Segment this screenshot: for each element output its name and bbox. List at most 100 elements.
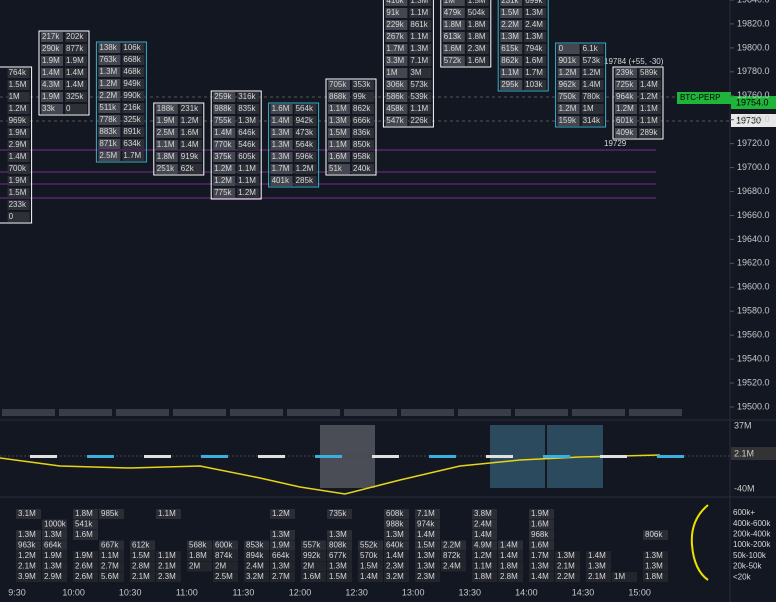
table-volume: 612k — [132, 541, 150, 550]
cluster-cell — [442, 32, 465, 42]
volume-bar — [173, 409, 226, 416]
cluster-cell — [122, 139, 145, 149]
cluster-volume: 862k — [501, 56, 519, 65]
volume-bar — [59, 409, 112, 416]
delta-bar — [315, 455, 342, 458]
cluster-volume: 1.7M — [123, 151, 141, 160]
cluster-volume: 1.1M — [410, 8, 428, 17]
table-volume: 1.3M — [588, 562, 606, 571]
table-volume: 541k — [75, 520, 93, 529]
cluster-volume: 91k — [386, 8, 400, 17]
cluster-cell — [409, 116, 432, 126]
cluster-volume: 1.2M — [9, 104, 27, 113]
price-label: 19560.0 — [737, 330, 770, 340]
table-cell — [130, 551, 155, 561]
table-cell — [244, 540, 269, 551]
last-price-text: 19754.0 — [736, 97, 769, 107]
cluster-volume: 1.5M — [468, 0, 486, 5]
cluster-cell — [524, 0, 547, 6]
table-cell — [301, 572, 326, 582]
table-cell — [415, 551, 440, 561]
cluster-cell — [639, 104, 661, 114]
cluster-cell — [352, 104, 374, 114]
table-volume: 2.1M — [588, 572, 606, 581]
table-cell — [327, 551, 352, 561]
table-volume: 1.4M — [500, 541, 518, 550]
time-label: 10:00 — [62, 587, 85, 597]
price-label: 19620.0 — [737, 258, 770, 268]
cluster-volume: 1.9M — [66, 56, 84, 65]
cluster-cell — [442, 8, 465, 18]
cluster-volume: 877k — [66, 44, 84, 53]
cluster-volume: 468k — [123, 67, 141, 76]
table-volume: 853k — [246, 541, 264, 550]
table-cell — [99, 551, 124, 561]
table-volume: 1.3M — [645, 562, 663, 571]
cluster-cell — [328, 164, 350, 174]
table-volume: 1.3M — [329, 562, 347, 571]
table-cell — [529, 519, 554, 530]
table-volume: 2.7M — [272, 572, 290, 581]
cluster-volume: 1.4M — [9, 152, 27, 161]
cluster-volume: 1.2M — [559, 104, 577, 113]
cluster-volume: 103k — [525, 80, 543, 89]
table-cell — [327, 561, 352, 572]
cluster-volume: 511k — [99, 103, 117, 112]
cluster-volume: 586k — [386, 92, 404, 101]
cluster-volume: 868k — [329, 92, 347, 101]
cluster-volume: 2.5M — [157, 128, 175, 137]
cluster-volume: 564k — [296, 104, 314, 113]
cluster-volume: 861k — [410, 20, 428, 29]
cluster-cell — [98, 127, 121, 137]
table-volume: 1.1M — [474, 562, 492, 571]
cluster-cell — [41, 92, 63, 102]
table-volume: 808k — [329, 541, 347, 550]
table-cell — [415, 519, 440, 530]
table-cell — [42, 572, 67, 582]
table-cell — [529, 509, 554, 519]
cluster-volume: 850k — [353, 140, 371, 149]
time-label: 10:30 — [119, 587, 142, 597]
cluster-volume: 1.9M — [9, 128, 27, 137]
cluster-cell — [213, 188, 236, 198]
table-volume: 963k — [18, 541, 36, 550]
cluster-cell — [122, 151, 145, 161]
table-volume: 968k — [531, 530, 549, 539]
table-volume: 1.9M — [44, 551, 62, 560]
time-label: 13:30 — [459, 587, 482, 597]
table-volume: 1.4M — [531, 572, 549, 581]
cluster-cell — [65, 32, 87, 42]
cluster-volume: 1.3M — [410, 0, 428, 5]
cluster-cell — [179, 152, 202, 162]
table-volume: 1.9M — [272, 541, 290, 550]
cluster-cell — [581, 116, 604, 126]
cluster-volume: 1.2M — [181, 116, 199, 125]
table-cell — [384, 519, 409, 530]
cluster-volume: 958k — [353, 152, 371, 161]
cluster-volume: 1M — [9, 92, 20, 101]
cluster-cell — [328, 92, 350, 102]
volume-bar — [572, 409, 625, 416]
delta-bar — [87, 455, 114, 458]
cluster-cell — [237, 176, 260, 186]
cluster-cell — [385, 20, 408, 30]
cluster-cell — [237, 116, 260, 126]
cluster-cell — [581, 80, 604, 90]
cluster-volume: 1.7M — [525, 68, 543, 77]
table-volume: 1.3M — [272, 562, 290, 571]
table-volume: 2.2M — [443, 541, 461, 550]
cluster-volume: 778k — [99, 115, 117, 124]
cluster-volume: 699k — [525, 0, 543, 5]
table-volume: 2M — [189, 562, 200, 571]
table-volume: 1.2M — [18, 551, 36, 560]
cluster-cell — [639, 92, 661, 102]
time-label: 9:30 — [8, 587, 26, 597]
cluster-cell — [213, 116, 236, 126]
cluster-volume: 1.6M — [444, 44, 462, 53]
cluster-cell — [122, 91, 145, 101]
cluster-volume: 33k — [42, 104, 56, 113]
cluster-cell — [328, 128, 350, 138]
cluster-volume: 216k — [123, 103, 141, 112]
table-cell — [384, 530, 409, 540]
cluster-volume: 862k — [353, 104, 371, 113]
